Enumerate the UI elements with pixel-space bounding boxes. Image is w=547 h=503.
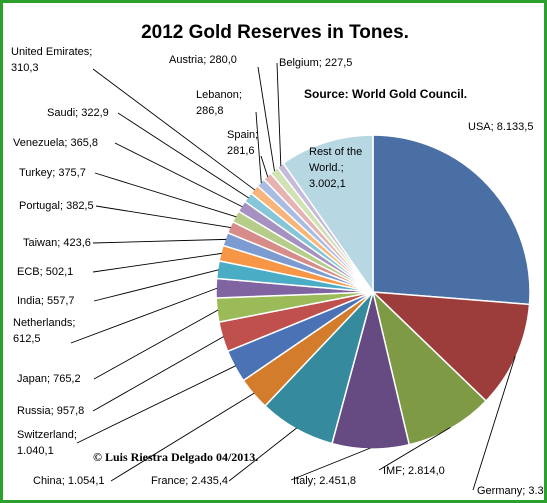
leader-line bbox=[92, 252, 222, 273]
leader-line bbox=[70, 287, 218, 344]
data-label: Turkey; 375,7 bbox=[19, 167, 86, 179]
data-label: Belgium; 227,5 bbox=[279, 57, 352, 69]
data-label: Taiwan; 423,6 bbox=[23, 237, 91, 249]
data-label: China; 1.054,1 bbox=[33, 475, 105, 487]
leader-lines bbox=[70, 62, 516, 491]
leader-line bbox=[92, 238, 227, 244]
slice-rest-of-the-world bbox=[282, 134, 374, 295]
data-label: Russia; 957,8 bbox=[17, 405, 84, 417]
slice-imf bbox=[371, 289, 488, 446]
data-label: Italy; 2.451,8 bbox=[293, 475, 356, 487]
slice-usa bbox=[372, 134, 531, 306]
credit-note: © Luis Riestra Delgado 04/2013. bbox=[93, 450, 258, 464]
slice-germany bbox=[370, 291, 531, 403]
data-label: Spain; 281,6 bbox=[227, 129, 258, 157]
leader-line bbox=[114, 142, 243, 208]
data-label: India; 557,7 bbox=[17, 295, 75, 307]
slice-labels: USA; 8.133,5 Germany; 3.391,3 IMF; 2.814,0… bbox=[11, 46, 544, 497]
data-label: Venezuela; 365,8 bbox=[13, 137, 98, 149]
leader-line bbox=[92, 336, 224, 412]
data-label: Germany; 3.391,3 bbox=[477, 485, 544, 497]
data-label: Saudi; 322,9 bbox=[47, 107, 109, 119]
data-label: IMF; 2.814,0 bbox=[383, 465, 445, 477]
data-label: Austria; 280,0 bbox=[169, 54, 237, 66]
leader-line bbox=[257, 66, 275, 172]
leader-line bbox=[95, 205, 232, 228]
leader-line bbox=[472, 355, 516, 491]
data-label: Netherlands; 612,5 bbox=[13, 317, 75, 345]
leader-line bbox=[260, 155, 269, 177]
data-label: Lebanon; 286,8 bbox=[196, 89, 242, 117]
data-label: Japan; 765,2 bbox=[17, 373, 81, 385]
leader-line bbox=[76, 365, 236, 444]
data-label: France; 2.435,4 bbox=[151, 475, 228, 487]
pie-slices bbox=[215, 134, 531, 450]
leader-line bbox=[255, 111, 262, 184]
leader-line bbox=[94, 172, 237, 218]
leader-line bbox=[93, 269, 219, 302]
data-label: United Emirates; 310,3 bbox=[11, 46, 92, 74]
source-note: Source: World Gold Council. bbox=[304, 87, 467, 101]
leader-line bbox=[228, 427, 297, 482]
data-label: USA; 8.133,5 bbox=[468, 121, 533, 133]
data-label: Rest of the World.; 3.002,1 bbox=[309, 146, 362, 190]
chart-title: 2012 Gold Reserves in Tones. bbox=[141, 22, 409, 43]
leader-line bbox=[93, 309, 219, 380]
leader-line bbox=[110, 392, 255, 482]
data-label: Switzerland; 1.040,1 bbox=[17, 429, 77, 457]
leader-line bbox=[276, 62, 282, 167]
leader-line bbox=[378, 427, 451, 471]
leader-line bbox=[117, 112, 249, 199]
leader-line bbox=[290, 447, 371, 481]
data-label: ECB; 502,1 bbox=[17, 266, 73, 278]
pie-chart: 2012 Gold Reserves in Tones. Source: Wor… bbox=[11, 22, 544, 497]
data-label: Portugal; 382,5 bbox=[19, 200, 94, 212]
leader-line bbox=[92, 68, 256, 191]
